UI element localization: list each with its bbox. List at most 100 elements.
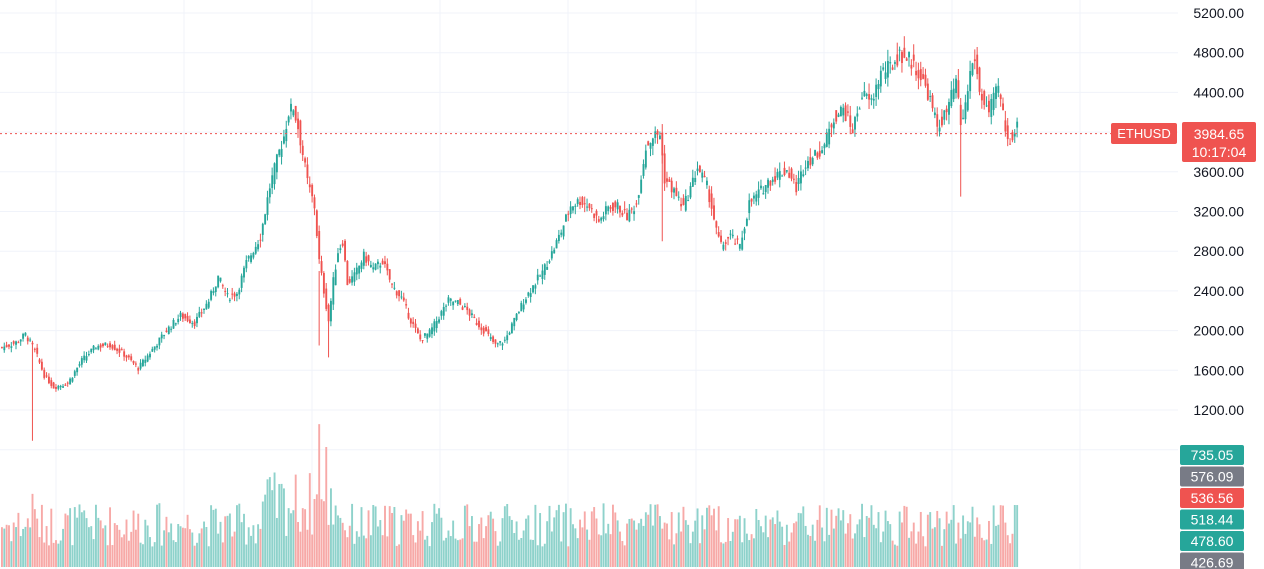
- candle-body: [781, 175, 784, 177]
- candle-body: [988, 100, 990, 113]
- candle-body: [825, 132, 828, 147]
- candle-body: [835, 110, 838, 122]
- volume-bar: [447, 530, 450, 567]
- candle-body: [264, 214, 267, 225]
- candle-body: [278, 149, 281, 156]
- volume-bar: [247, 527, 250, 567]
- volume-bar: [80, 512, 83, 567]
- volume-bar: [621, 541, 624, 567]
- candle-body: [285, 128, 288, 142]
- candle-body: [680, 203, 683, 207]
- candle-body: [623, 209, 626, 211]
- candle-body: [891, 67, 894, 70]
- candle-body: [597, 219, 600, 222]
- volume-bar: [901, 522, 903, 567]
- volume-bar: [616, 520, 619, 567]
- price-axis[interactable]: 5200.004800.004400.004000.003600.003200.…: [1193, 5, 1244, 458]
- candle-body: [515, 313, 518, 320]
- volume-bar: [745, 533, 748, 567]
- volume-bar: [127, 540, 130, 567]
- candle-body: [332, 277, 335, 305]
- volume-bar: [503, 506, 506, 567]
- volume-bar: [95, 504, 97, 567]
- candle-body: [748, 200, 751, 214]
- candle-body: [804, 167, 807, 169]
- candle-body: [682, 198, 685, 205]
- candle-body: [311, 184, 314, 197]
- candle-body: [950, 90, 953, 107]
- candle-body: [177, 318, 180, 323]
- candle-body: [245, 259, 248, 269]
- candle-body: [567, 213, 570, 215]
- volume-bar: [40, 504, 43, 567]
- candle-body: [912, 54, 915, 61]
- volume-bar: [360, 507, 363, 567]
- candle-body: [106, 345, 109, 347]
- candle-body: [31, 342, 34, 345]
- candle-body: [398, 290, 401, 297]
- candle-body: [109, 343, 111, 348]
- candle-body: [903, 47, 906, 58]
- volume-bar: [480, 517, 483, 567]
- candle-body: [715, 221, 718, 228]
- grid-lines: [0, 0, 1178, 569]
- volume-bar: [731, 531, 734, 567]
- candle-body: [374, 263, 377, 270]
- volume-bar: [1009, 543, 1012, 567]
- volume-bar: [475, 541, 478, 567]
- volume-bar: [377, 526, 379, 567]
- candle-body: [609, 207, 612, 209]
- candle-body: [647, 141, 650, 146]
- volume-bar: [795, 521, 798, 567]
- candle-body: [673, 188, 675, 193]
- candle-body: [738, 243, 741, 249]
- volume-bar: [856, 524, 859, 567]
- candle-body: [416, 328, 419, 334]
- candle-body: [15, 341, 17, 345]
- volume-bar: [717, 506, 720, 567]
- candle-body: [957, 80, 960, 98]
- volume-bar: [847, 523, 849, 567]
- candle-body: [557, 234, 560, 241]
- volume-bar: [113, 523, 116, 567]
- volume-bar: [529, 539, 532, 567]
- candle-body: [461, 307, 464, 310]
- candle-body: [828, 128, 831, 145]
- volume-bar: [1002, 505, 1004, 567]
- candle-body: [851, 129, 854, 134]
- volume-bar: [762, 532, 765, 567]
- volume-bar: [926, 514, 929, 567]
- candle-body: [602, 216, 605, 220]
- candle-body: [741, 237, 744, 250]
- volume-bar: [952, 505, 955, 567]
- candle-body: [995, 86, 997, 100]
- volume-bar: [174, 542, 177, 567]
- candle-body: [962, 117, 965, 119]
- candle-body: [57, 385, 60, 389]
- candle-body: [447, 297, 450, 303]
- candle-body: [1009, 143, 1012, 145]
- volume-bar: [964, 533, 967, 567]
- volume-bar: [849, 514, 852, 567]
- volume-bar: [729, 540, 732, 567]
- candle-body: [45, 375, 48, 377]
- candle-body: [369, 264, 372, 268]
- volume-bar: [767, 537, 769, 567]
- candle-body: [87, 354, 90, 356]
- volume-bar: [962, 515, 965, 567]
- volume-bar: [313, 499, 316, 567]
- volume-bar: [217, 533, 220, 567]
- volume-bar: [534, 504, 537, 567]
- volume-bar: [912, 522, 915, 567]
- volume-bar: [109, 507, 111, 567]
- volume-bar: [294, 474, 297, 567]
- volume-bar: [43, 542, 46, 567]
- volume-bar: [221, 542, 224, 567]
- volume-bar: [273, 472, 276, 567]
- candle-body: [750, 198, 753, 202]
- candle-body: [997, 85, 1000, 93]
- candle-body: [489, 337, 492, 340]
- candle-body: [17, 342, 20, 344]
- candle-body: [727, 236, 730, 239]
